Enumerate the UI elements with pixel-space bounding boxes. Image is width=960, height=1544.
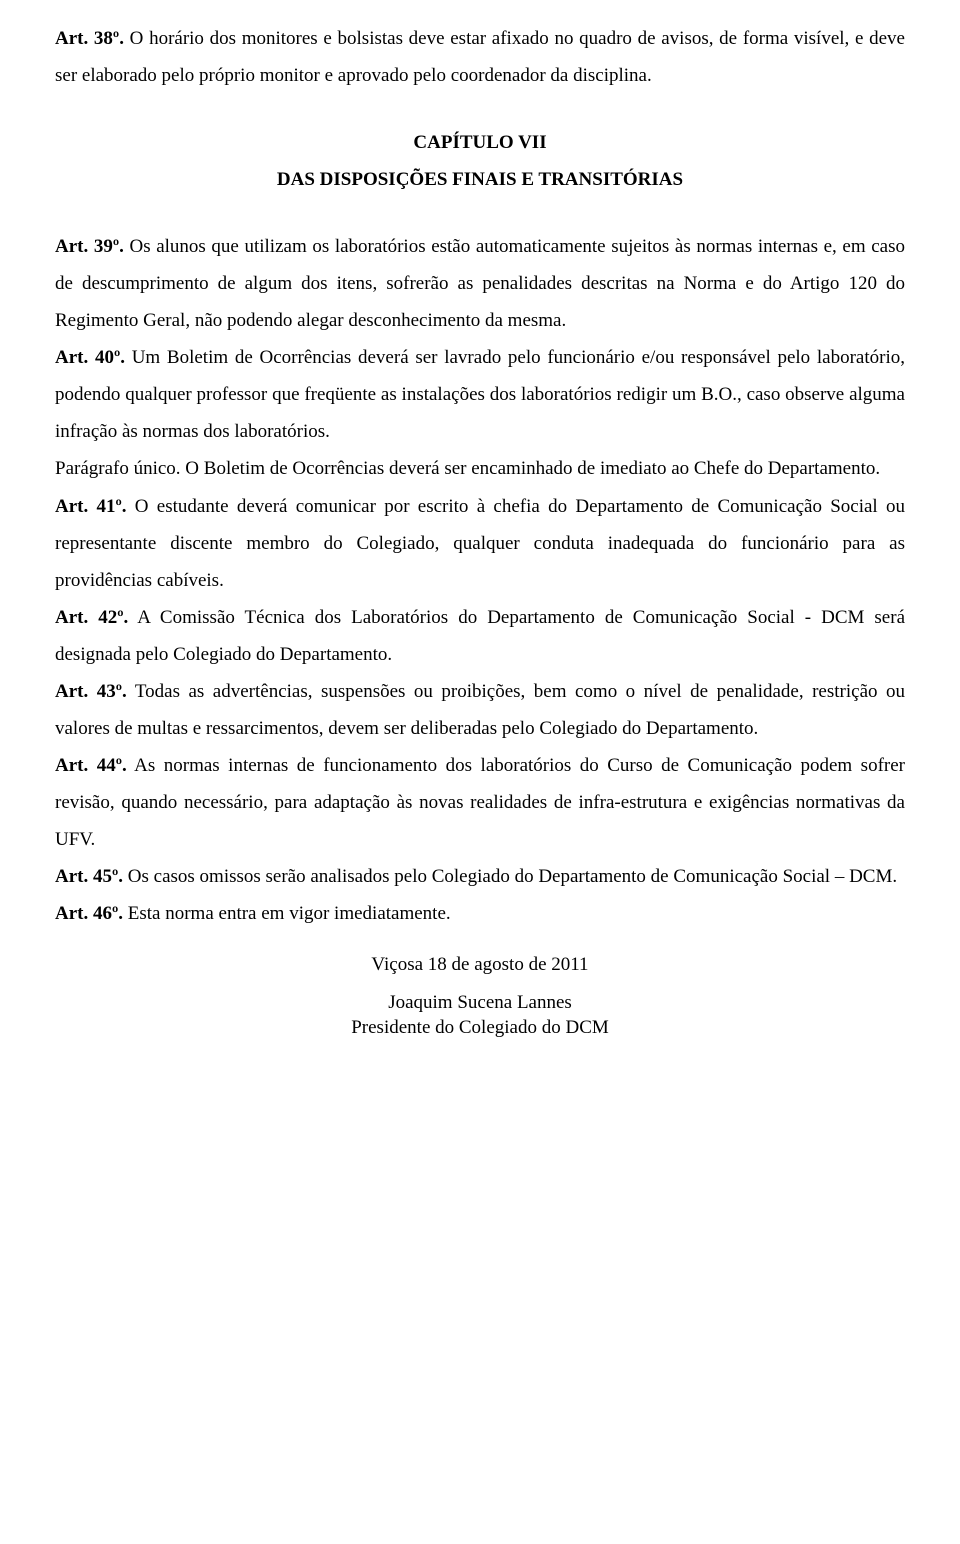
document-date: Viçosa 18 de agosto de 2011 <box>55 950 905 979</box>
article-44-label: Art. 44º. <box>55 755 127 776</box>
article-42-text: A Comissão Técnica dos Laboratórios do D… <box>55 607 905 665</box>
article-46-text: Esta norma entra em vigor imediatamente. <box>123 903 451 924</box>
article-43: Art. 43º. Todas as advertências, suspens… <box>55 673 905 747</box>
article-44-text: As normas internas de funcionamento dos … <box>55 755 905 850</box>
paragrafo-unico: Parágrafo único. O Boletim de Ocorrência… <box>55 450 905 487</box>
article-45-label: Art. 45º. <box>55 866 123 887</box>
chapter-number: CAPÍTULO VII <box>55 124 905 161</box>
article-41-label: Art. 41º. <box>55 496 127 517</box>
article-43-text: Todas as advertências, suspensões ou pro… <box>55 681 905 739</box>
article-42: Art. 42º. A Comissão Técnica dos Laborat… <box>55 599 905 673</box>
article-38: Art. 38º. O horário dos monitores e bols… <box>55 20 905 94</box>
chapter-title: DAS DISPOSIÇÕES FINAIS E TRANSITÓRIAS <box>55 161 905 198</box>
article-44: Art. 44º. As normas internas de funciona… <box>55 747 905 858</box>
article-39: Art. 39º. Os alunos que utilizam os labo… <box>55 228 905 339</box>
article-45: Art. 45º. Os casos omissos serão analisa… <box>55 858 905 895</box>
article-41: Art. 41º. O estudante deverá comunicar p… <box>55 488 905 599</box>
article-40-text: Um Boletim de Ocorrências deverá ser lav… <box>55 347 905 442</box>
article-38-label: Art. 38º. <box>55 28 124 49</box>
signature-title: Presidente do Colegiado do DCM <box>55 1015 905 1041</box>
article-45-text: Os casos omissos serão analisados pelo C… <box>123 866 897 887</box>
article-40: Art. 40º. Um Boletim de Ocorrências deve… <box>55 339 905 450</box>
article-39-text: Os alunos que utilizam os laboratórios e… <box>55 236 905 331</box>
article-40-label: Art. 40º. <box>55 347 125 368</box>
article-39-label: Art. 39º. <box>55 236 124 257</box>
article-46-label: Art. 46º. <box>55 903 123 924</box>
article-43-label: Art. 43º. <box>55 681 127 702</box>
article-38-text: O horário dos monitores e bolsistas deve… <box>55 28 905 86</box>
article-42-label: Art. 42º. <box>55 607 128 628</box>
article-46: Art. 46º. Esta norma entra em vigor imed… <box>55 895 905 932</box>
article-41-text: O estudante deverá comunicar por escrito… <box>55 496 905 591</box>
signature-name: Joaquim Sucena Lannes <box>55 990 905 1016</box>
